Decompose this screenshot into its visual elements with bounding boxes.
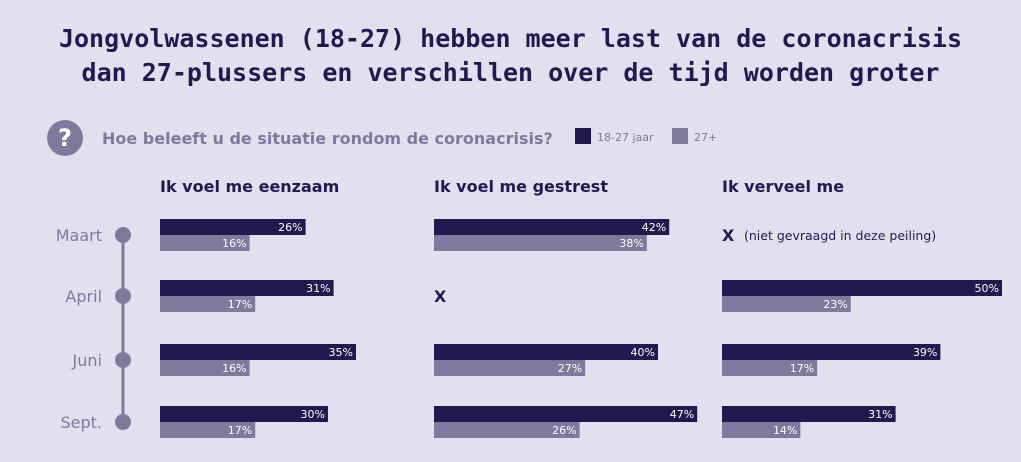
legend-label-young: 18-27 jaar bbox=[597, 131, 654, 144]
bar-young bbox=[160, 344, 356, 360]
bar-older bbox=[434, 422, 580, 438]
bar-young bbox=[434, 219, 670, 235]
bar-value-label: 31% bbox=[306, 282, 330, 295]
period-label: Sept. bbox=[60, 413, 102, 432]
bar-value-label: 16% bbox=[222, 362, 246, 375]
bar-young bbox=[722, 344, 941, 360]
bar-value-label: 50% bbox=[975, 282, 999, 295]
legend-swatch-young bbox=[575, 128, 591, 144]
bar-older bbox=[160, 235, 250, 251]
bar-value-label: 40% bbox=[631, 346, 655, 359]
question-mark-icon bbox=[47, 120, 83, 156]
bar-young bbox=[160, 219, 306, 235]
bar-value-label: 14% bbox=[773, 424, 797, 437]
title-line-1: Jongvolwassenen (18-27) hebben meer last… bbox=[58, 24, 963, 53]
bar-value-label: 23% bbox=[823, 298, 847, 311]
missing-mark: X bbox=[434, 287, 447, 306]
bar-value-label: 26% bbox=[552, 424, 576, 437]
panel-title: Ik voel me eenzaam bbox=[160, 177, 339, 196]
panel-title: Ik verveel me bbox=[722, 177, 844, 196]
missing-mark: X bbox=[722, 226, 735, 245]
timeline-dot bbox=[115, 414, 131, 430]
bar-older bbox=[160, 422, 256, 438]
bar-value-label: 38% bbox=[619, 237, 643, 250]
period-label: Juni bbox=[72, 351, 102, 370]
bar-older bbox=[434, 235, 647, 251]
bar-young bbox=[722, 406, 896, 422]
bar-young bbox=[722, 280, 1002, 296]
bar-value-label: 31% bbox=[868, 408, 892, 421]
bar-value-label: 16% bbox=[222, 237, 246, 250]
question-text: Hoe beleeft u de situatie rondom de coro… bbox=[102, 129, 553, 148]
panel-title: Ik voel me gestrest bbox=[434, 177, 608, 196]
bar-young bbox=[160, 280, 334, 296]
bar-older bbox=[722, 360, 818, 376]
bar-value-label: 39% bbox=[913, 346, 937, 359]
bar-value-label: 47% bbox=[670, 408, 694, 421]
question-mark-glyph: ? bbox=[58, 124, 72, 152]
bar-older bbox=[434, 360, 586, 376]
legend-swatch-older bbox=[672, 128, 688, 144]
legend-label-older: 27+ bbox=[694, 131, 717, 144]
bar-older bbox=[160, 296, 256, 312]
bar-value-label: 42% bbox=[642, 221, 666, 234]
bar-young bbox=[434, 406, 698, 422]
timeline-dot bbox=[115, 288, 131, 304]
period-label: Maart bbox=[56, 226, 102, 245]
chart-title: Jongvolwassenen (18-27) hebben meer last… bbox=[0, 22, 1021, 90]
bar-value-label: 26% bbox=[278, 221, 302, 234]
bar-value-label: 17% bbox=[790, 362, 814, 375]
period-label: April bbox=[65, 287, 102, 306]
bar-young bbox=[434, 344, 658, 360]
missing-note: (niet gevraagd in deze peiling) bbox=[744, 228, 936, 243]
bar-value-label: 27% bbox=[558, 362, 582, 375]
bar-value-label: 17% bbox=[228, 298, 252, 311]
bar-value-label: 30% bbox=[301, 408, 325, 421]
bar-value-label: 35% bbox=[329, 346, 353, 359]
timeline-dot bbox=[115, 352, 131, 368]
bar-older bbox=[722, 296, 851, 312]
title-line-2: dan 27-plussers en verschillen over de t… bbox=[81, 58, 940, 87]
bar-value-label: 17% bbox=[228, 424, 252, 437]
timeline-dot bbox=[115, 227, 131, 243]
bar-older bbox=[160, 360, 250, 376]
bar-older bbox=[722, 422, 801, 438]
bar-young bbox=[160, 406, 328, 422]
